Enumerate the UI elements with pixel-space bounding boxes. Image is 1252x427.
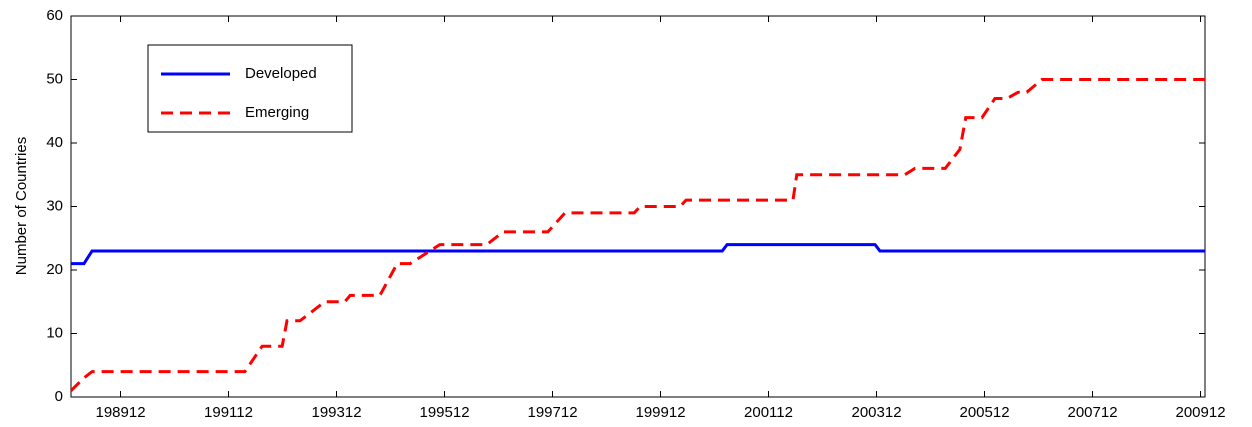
y-tick-label: 60 (46, 7, 63, 24)
y-axis-label: Number of Countries (13, 137, 30, 275)
x-tick-label: 199512 (419, 404, 469, 421)
x-tick-label: 199712 (527, 404, 577, 421)
x-tick-label: 200312 (851, 404, 901, 421)
x-tick-label: 199112 (204, 404, 253, 421)
x-tick-label: 200512 (959, 404, 1009, 421)
legend-box (147, 44, 353, 133)
x-tick-label: 200912 (1175, 404, 1225, 421)
y-tick-label: 50 (46, 70, 63, 87)
legend-label: Developed (245, 65, 317, 82)
x-tick-label: 198912 (95, 404, 145, 421)
y-tick-label: 20 (46, 261, 63, 278)
x-tick-label: 200112 (744, 404, 793, 421)
y-tick-label: 0 (55, 388, 63, 405)
y-tick-label: 30 (46, 197, 63, 214)
y-tick-label: 40 (46, 134, 63, 151)
series-line (69, 78, 1205, 392)
series-line (71, 243, 1205, 266)
x-tick-label: 199312 (311, 404, 361, 421)
y-tick-label: 10 (46, 324, 63, 341)
legend-label: Emerging (245, 104, 309, 121)
x-tick-label: 199912 (635, 404, 685, 421)
x-tick-label: 200712 (1067, 404, 1117, 421)
